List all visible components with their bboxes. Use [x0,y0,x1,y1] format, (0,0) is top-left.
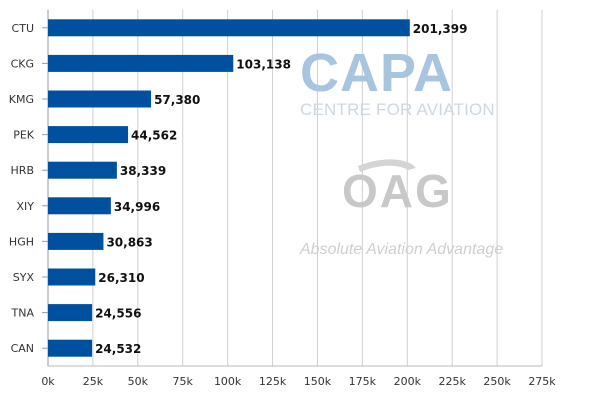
x-tick-label: 275k [528,375,556,388]
category-label: KMG [9,93,34,106]
data-label: 24,556 [95,307,141,321]
capa-watermark-subtitle: CENTRE FOR AVIATION [300,100,495,119]
bar [48,339,93,357]
x-tick-label: 225k [438,375,466,388]
x-tick-label: 250k [483,375,511,388]
oag-swoosh-icon [358,159,416,172]
category-label: SYX [13,271,35,284]
category-label: XIY [17,200,35,213]
x-tick-label: 125k [259,375,287,388]
bar [48,54,234,72]
category-label: HRB [11,164,34,177]
bar [48,268,96,286]
data-label: 57,380 [154,93,200,107]
oag-watermark: OAG [338,158,478,218]
data-label: 34,996 [114,200,160,214]
x-tick-label: 25k [83,375,104,388]
capa-watermark-title: CAPA [300,43,454,103]
data-label: 38,339 [120,164,166,178]
x-tick-label: 200k [394,375,422,388]
category-label: PEK [13,129,35,142]
x-tick-label: 150k [304,375,332,388]
bar [48,232,104,250]
x-tick-label: 50k [128,375,149,388]
data-label: 26,310 [98,271,144,285]
oag-watermark-logo: OAG [342,165,453,217]
category-label: HGH [9,235,34,248]
x-tick-label: 100k [214,375,242,388]
category-label: TNA [11,307,35,320]
category-label: CKG [11,57,34,70]
category-label: CTU [12,22,34,35]
bar [48,126,129,144]
data-label: 24,532 [95,342,141,356]
x-tick-label: 0k [41,375,55,388]
data-label: 44,562 [131,129,177,143]
capa-watermark: CAPA CENTRE FOR AVIATION [300,43,505,124]
category-label: CAN [11,342,34,355]
bar [48,19,410,37]
x-tick-label: 75k [173,375,194,388]
data-label: 103,138 [236,57,291,71]
bar [48,90,152,108]
bar [48,161,117,179]
data-label: 201,399 [413,22,468,36]
data-label: 30,863 [106,235,152,249]
bar [48,197,111,215]
bar [48,304,93,322]
x-tick-label: 175k [349,375,377,388]
oag-watermark-tagline: Absolute Aviation Advantage [300,241,504,258]
